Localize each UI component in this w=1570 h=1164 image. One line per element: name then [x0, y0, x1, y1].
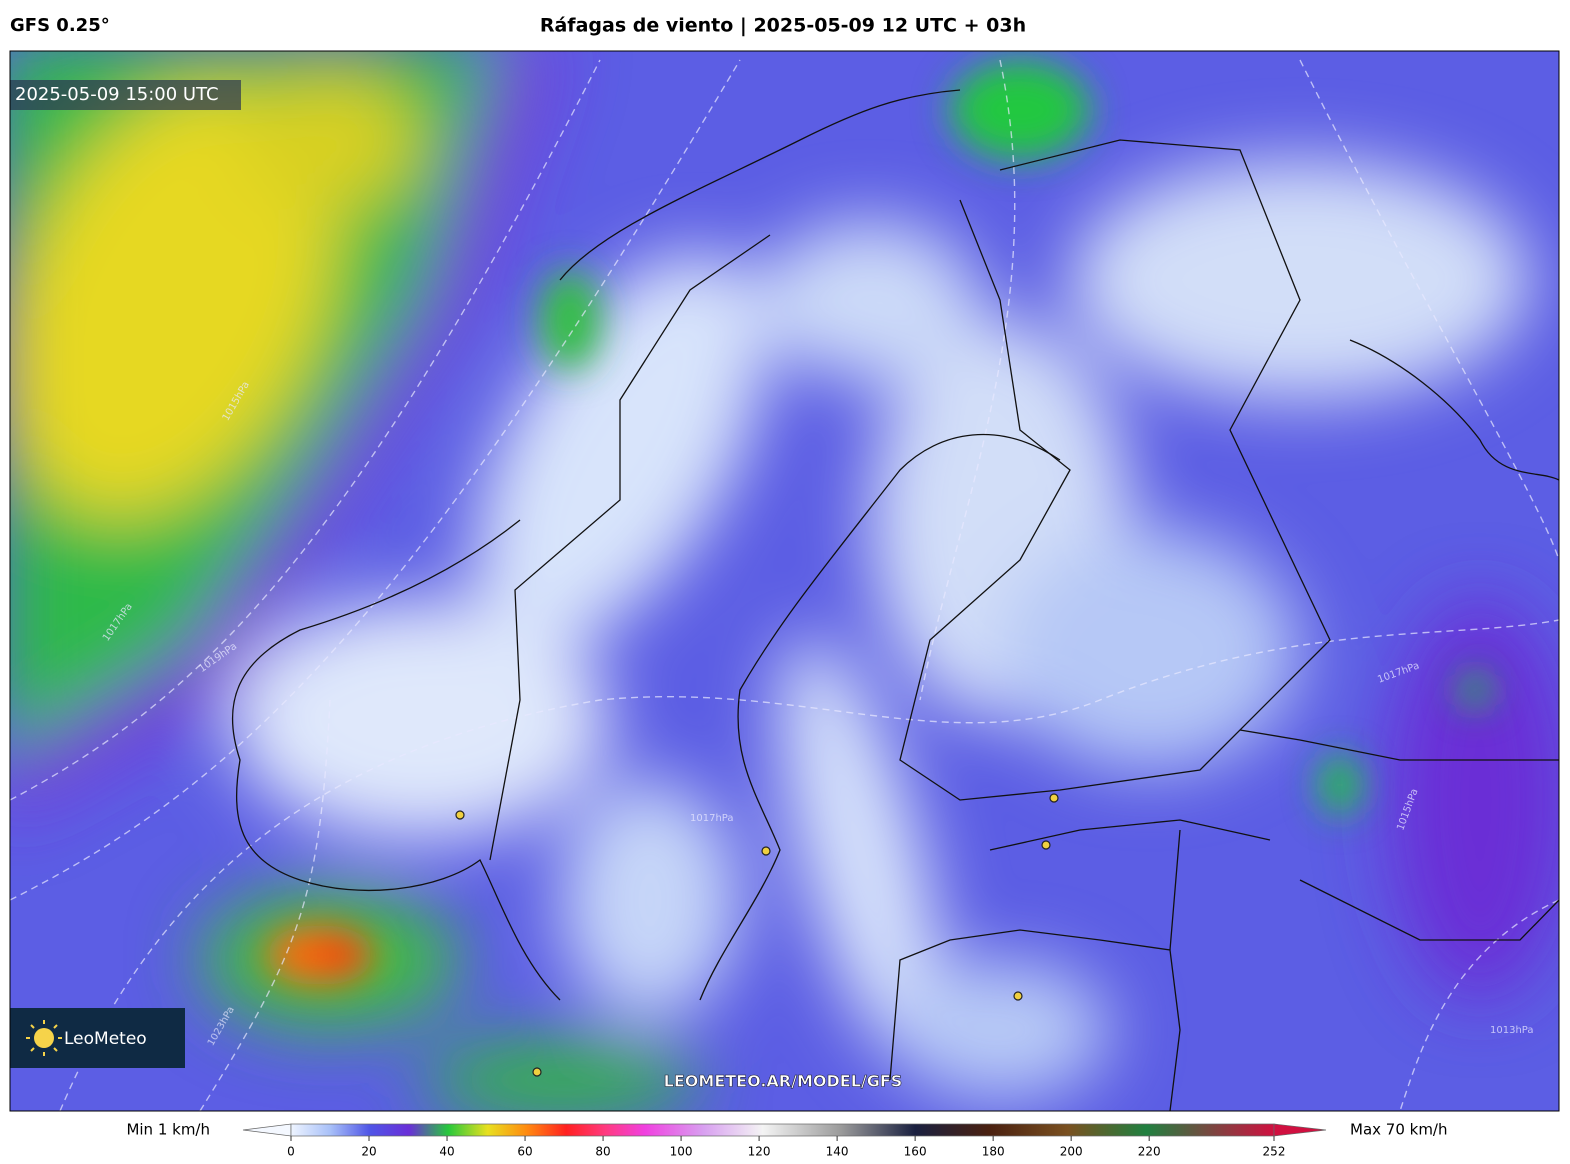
colorbar-tick-label: 60 — [517, 1145, 532, 1159]
colorbar-tick-label: 200 — [1060, 1145, 1083, 1159]
colorbar-tick-label: 180 — [982, 1145, 1005, 1159]
logo: LeoMeteo — [64, 1029, 147, 1049]
colorbar-tick-label: 20 — [361, 1145, 376, 1159]
title: Ráfagas de viento | 2025-05-09 12 UTC + … — [540, 15, 1026, 37]
isobar-label: 1013hPa — [1490, 1025, 1534, 1036]
colorbar-tick-label: 140 — [826, 1145, 849, 1159]
colorbar-tick-label: 120 — [748, 1145, 771, 1159]
colorbar-tick-label: 252 — [1263, 1145, 1286, 1159]
colorbar-tick-label: 80 — [595, 1145, 610, 1159]
watermark: LEOMETEO.AR/MODEL/GFS — [664, 1072, 903, 1091]
max-label: Max 70 km/h — [1350, 1121, 1448, 1139]
model-label: GFS 0.25° — [10, 15, 110, 36]
colorbar-tick-label: 40 — [439, 1145, 454, 1159]
valid-time: 2025-05-09 15:00 UTC — [15, 84, 219, 105]
isobar-label: 1017hPa — [690, 813, 734, 824]
colorbar-tick-label: 160 — [904, 1145, 927, 1159]
colorbar-tick-label: 220 — [1138, 1145, 1161, 1159]
colorbar-tick-label: 100 — [670, 1145, 693, 1159]
colorbar-tick-label: 0 — [287, 1145, 295, 1159]
min-label: Min 1 km/h — [126, 1121, 210, 1139]
map: 1019hPa1017hPa1015hPa1017hPa1017hPa1015h… — [10, 51, 1559, 1111]
